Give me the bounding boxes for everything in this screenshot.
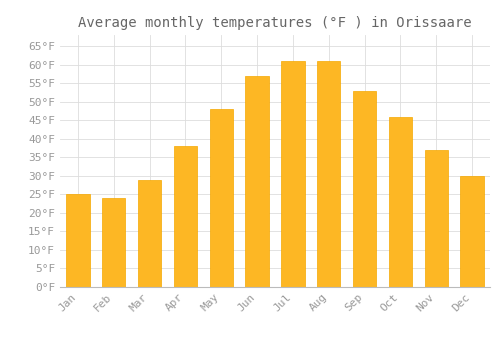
Bar: [138, 180, 161, 287]
Title: Average monthly temperatures (°F ) in Orissaare: Average monthly temperatures (°F ) in Or…: [78, 16, 472, 30]
Bar: [246, 76, 268, 287]
Bar: [174, 146, 197, 287]
Bar: [66, 194, 90, 287]
Bar: [210, 109, 233, 287]
Bar: [317, 61, 340, 287]
Bar: [389, 117, 412, 287]
Bar: [353, 91, 376, 287]
Bar: [460, 176, 483, 287]
Bar: [424, 150, 448, 287]
Bar: [102, 198, 126, 287]
Bar: [282, 61, 304, 287]
